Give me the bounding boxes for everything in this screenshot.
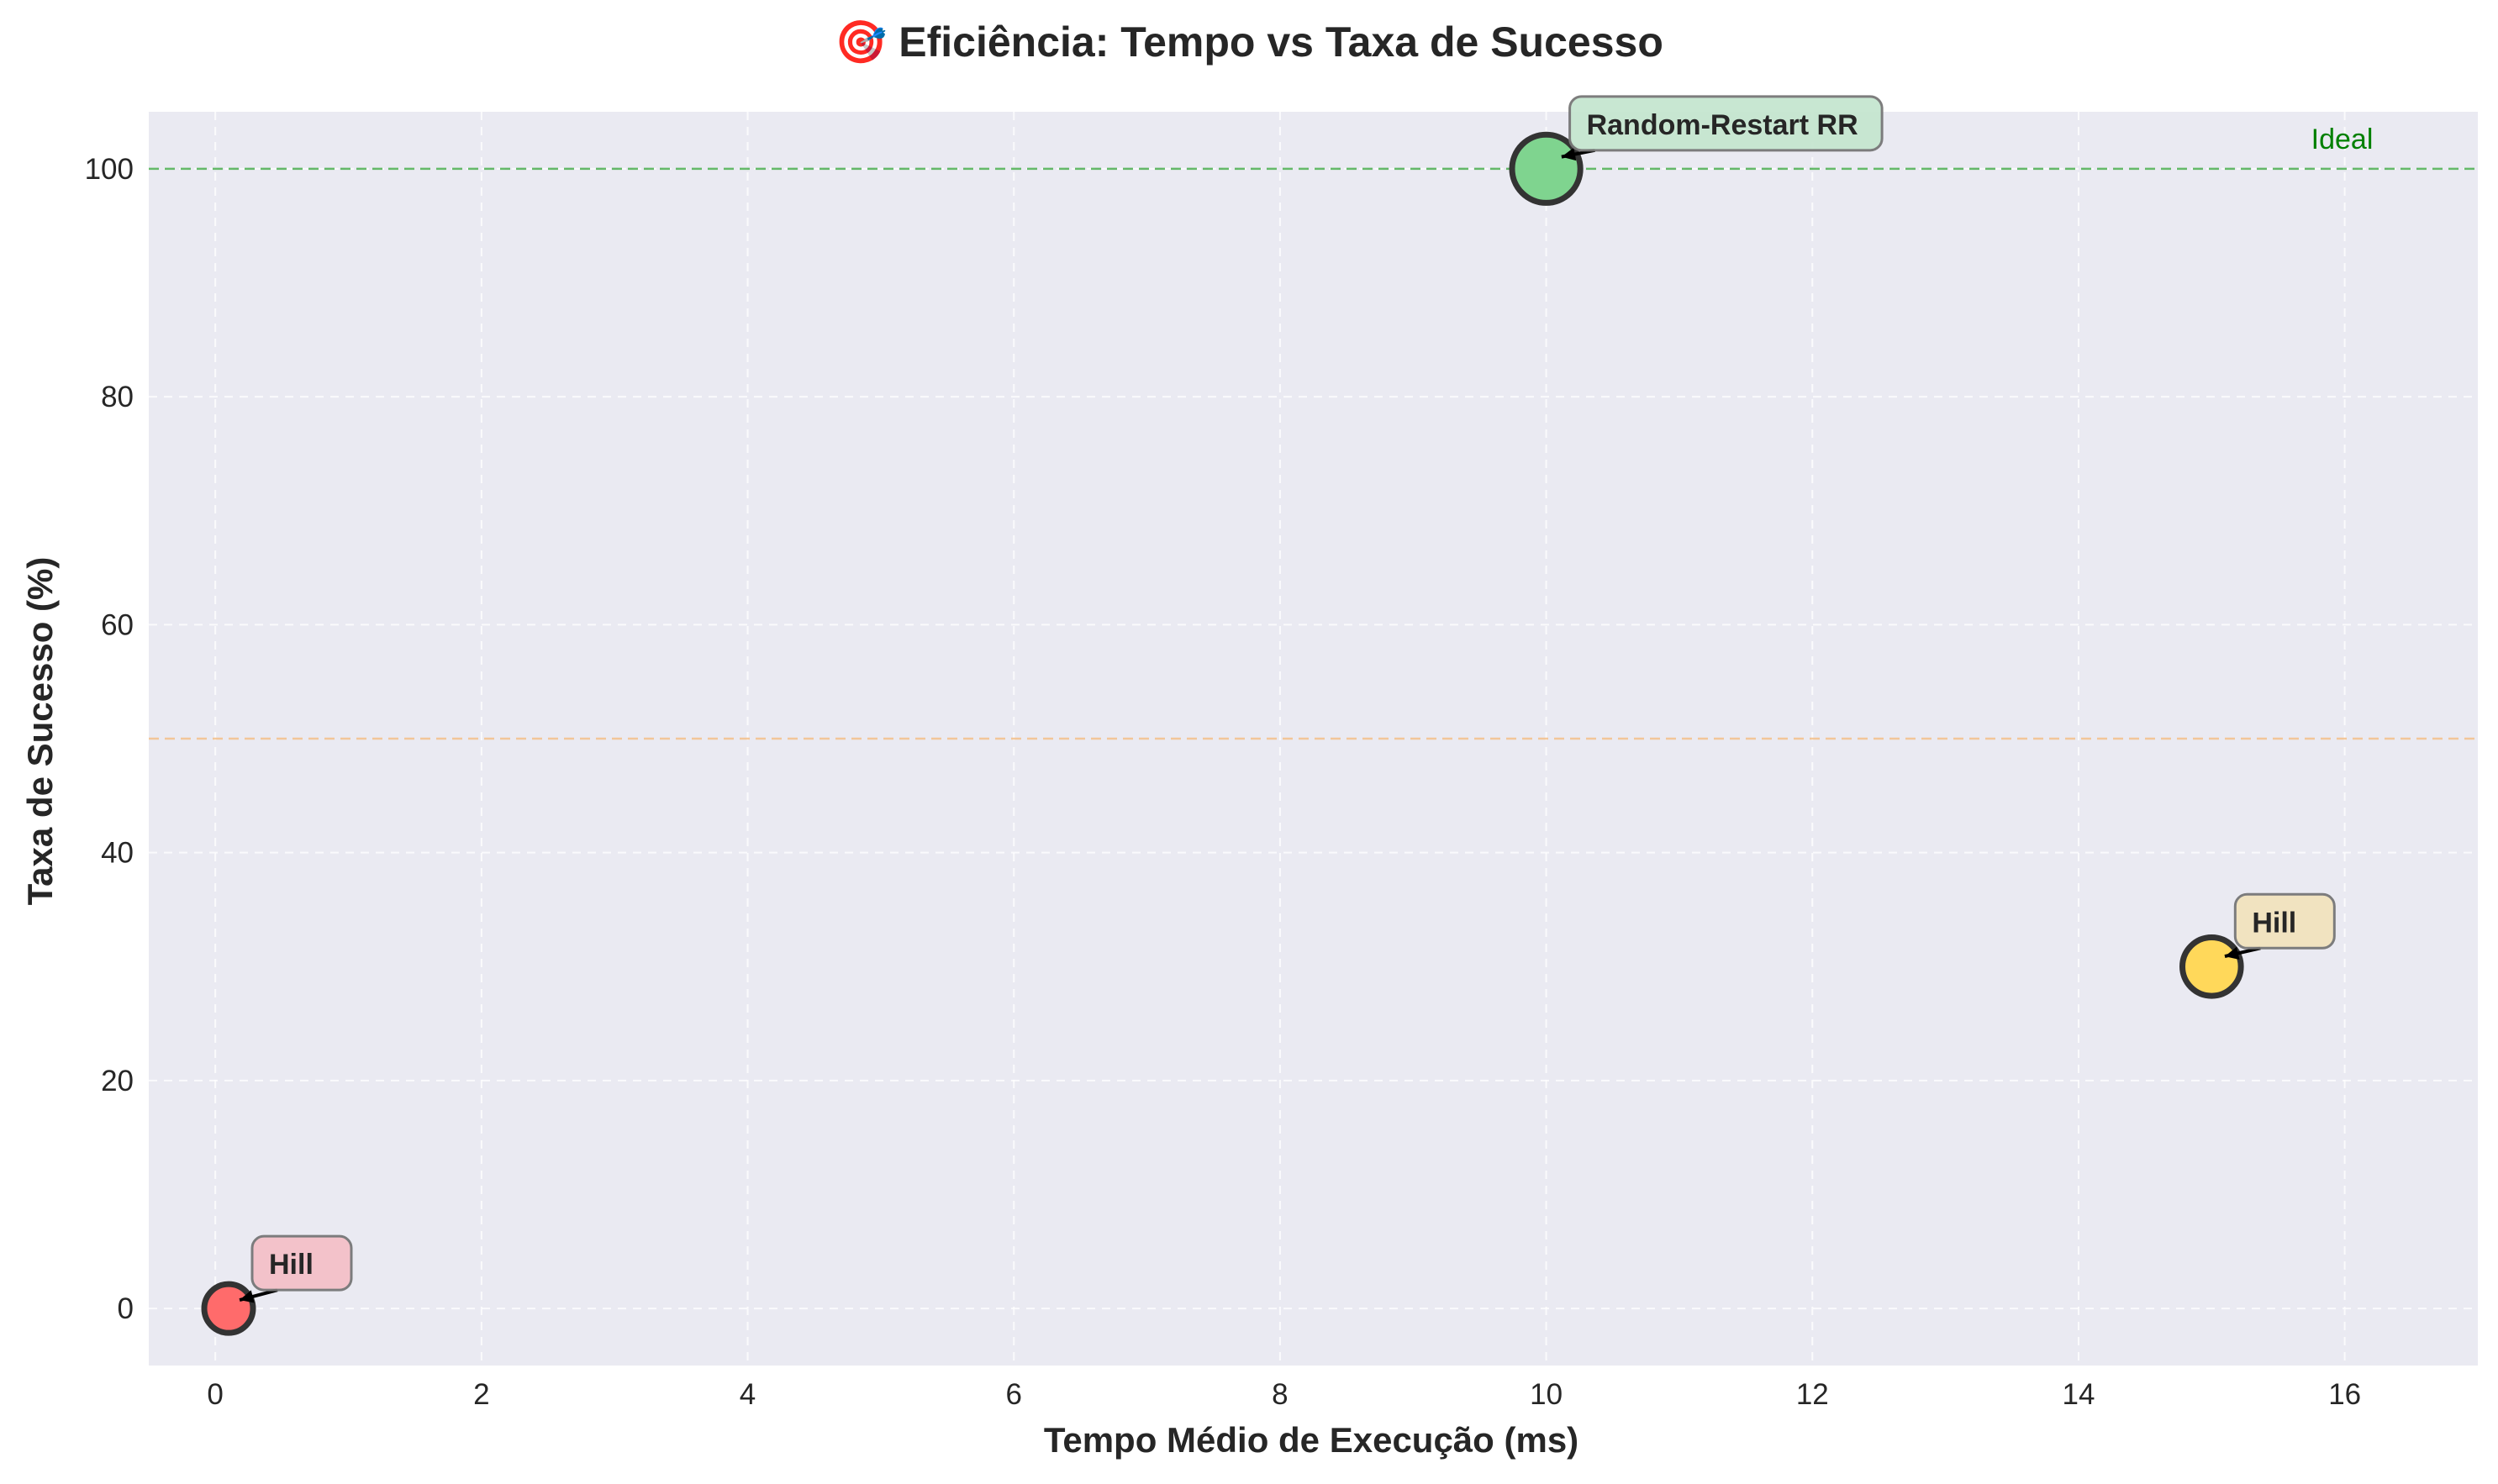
point-label: Random-Restart RR [1587, 109, 1858, 141]
x-tick-label: 6 [1005, 1378, 1021, 1411]
y-axis-label: Taxa de Sucesso (%) [20, 557, 60, 906]
x-tick-label: 8 [1272, 1378, 1288, 1411]
x-tick-label: 0 [207, 1378, 223, 1411]
x-tick-label: 12 [1796, 1378, 1829, 1411]
x-axis-label: Tempo Médio de Execução (ms) [1044, 1420, 1578, 1460]
annotation-arrowhead [1561, 147, 1577, 161]
y-tick-label: 0 [118, 1292, 134, 1325]
data-point [2179, 934, 2244, 999]
y-tick-label: 40 [101, 837, 134, 870]
chart-title: 🎯 Eficiência: Tempo vs Taxa de Sucesso [835, 18, 1663, 66]
x-tick-label: 2 [473, 1378, 489, 1411]
y-tick-label: 20 [101, 1065, 134, 1097]
annotation-box [2233, 892, 2336, 950]
x-tick-label: 4 [740, 1378, 756, 1411]
x-tick-label: 14 [2063, 1378, 2095, 1411]
data-point [1509, 131, 1584, 206]
y-tick-label: 60 [101, 608, 134, 641]
annotation-arrowhead [240, 1290, 255, 1303]
x-tick-label: 10 [1530, 1378, 1563, 1411]
y-tick-label: 80 [101, 381, 134, 413]
y-tick-label: 100 [85, 153, 134, 186]
annotation-arrowhead [2224, 946, 2240, 960]
point-label: Hill [2252, 907, 2296, 939]
annotation-box [250, 1234, 353, 1292]
point-label: Hill [269, 1249, 314, 1281]
plot-area: 0 2 4 6 8 10 12 14 16 0 20 40 60 80 100 Ideal Hill Random… [85, 95, 2478, 1411]
data-point [201, 1281, 256, 1336]
x-tick-label: 16 [2328, 1378, 2361, 1411]
reference-line-label: Ideal [2311, 124, 2374, 155]
annotation-box [1568, 95, 1884, 152]
plot-background [149, 112, 2478, 1366]
